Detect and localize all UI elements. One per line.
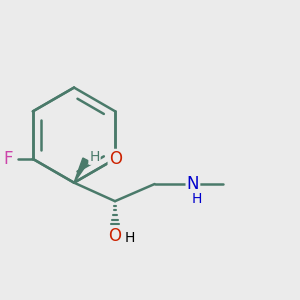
Text: H: H	[89, 150, 100, 164]
Text: F: F	[3, 150, 13, 168]
Text: O: O	[109, 226, 122, 244]
Polygon shape	[74, 158, 89, 183]
Text: O: O	[109, 150, 122, 168]
Text: N: N	[187, 175, 199, 193]
Text: H: H	[124, 231, 135, 245]
Text: H: H	[192, 191, 202, 206]
